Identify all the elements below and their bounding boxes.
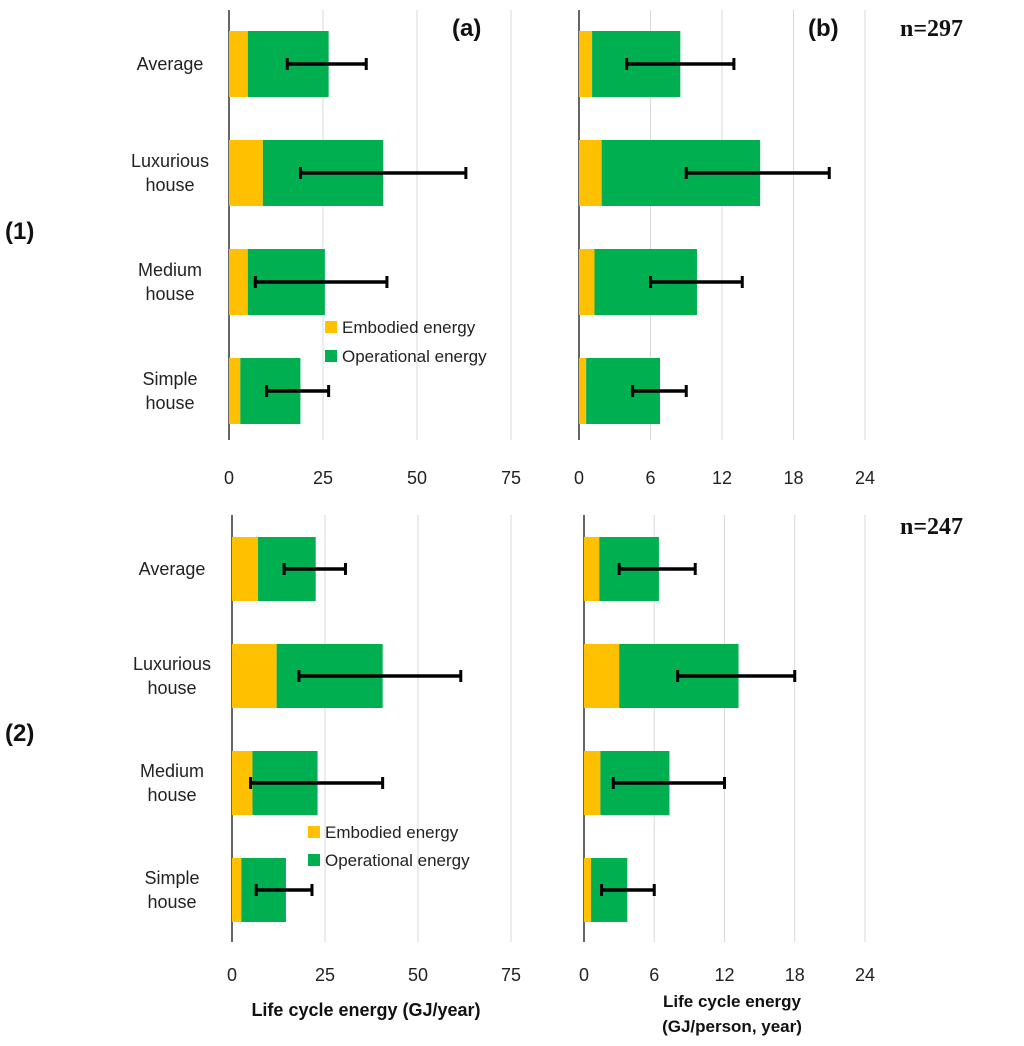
category-label: Luxurious: [131, 151, 209, 171]
bar-embodied: [232, 644, 277, 708]
category-label: house: [145, 284, 194, 304]
category-label: Simple: [142, 369, 197, 389]
x-tick-label: 12: [712, 468, 732, 488]
legend-operational-label-1: Operational energy: [342, 347, 487, 366]
x-tick-label: 25: [315, 965, 335, 985]
bar-embodied: [584, 751, 601, 815]
panel-a-label: (a): [452, 15, 481, 42]
category-label: Luxurious: [133, 654, 211, 674]
category-label: house: [147, 785, 196, 805]
chart-panel-2b: 0 6 12 18 24: [579, 515, 875, 985]
panel-b-label: (b): [808, 15, 839, 42]
category-label: Average: [139, 559, 206, 579]
legend-operational-swatch-1: [325, 350, 337, 362]
category-label: house: [147, 678, 196, 698]
x-tick-label: 6: [649, 965, 659, 985]
row1-label: (1): [5, 218, 34, 245]
bar-embodied: [232, 751, 253, 815]
x-tick-label: 75: [501, 965, 521, 985]
bar-embodied: [232, 537, 259, 601]
bar-embodied: [584, 644, 620, 708]
bar-embodied: [584, 858, 592, 922]
bar-embodied: [579, 358, 587, 424]
n-row1-label: n=297: [900, 16, 963, 42]
x-tick-label: 75: [501, 468, 521, 488]
x-tick-label: 24: [855, 468, 875, 488]
legend-embodied-swatch-2: [308, 826, 320, 838]
x-tick-label: 0: [224, 468, 234, 488]
x-tick-label: 18: [783, 468, 803, 488]
category-label: house: [145, 393, 194, 413]
bar-embodied: [229, 249, 248, 315]
category-label: Average: [137, 54, 204, 74]
x-tick-label: 0: [227, 965, 237, 985]
bar-embodied: [229, 140, 263, 206]
row2-label: (2): [5, 720, 34, 747]
category-label: house: [145, 175, 194, 195]
x-tick-label: 6: [645, 468, 655, 488]
bar-embodied: [584, 537, 600, 601]
chart-panel-2a: 0 25 50 75 Average Luxurious house Medium house S…: [133, 515, 521, 985]
x-tick-label: 12: [714, 965, 734, 985]
category-label: Medium: [140, 761, 204, 781]
bar-embodied: [229, 31, 248, 97]
bar-embodied: [579, 140, 602, 206]
x-axis-title-right-line1: Life cycle energy: [663, 992, 802, 1011]
x-axis-title-left: Life cycle energy (GJ/year): [251, 1000, 480, 1020]
x-tick-label: 0: [579, 965, 589, 985]
legend-embodied-label-1: Embodied energy: [342, 318, 476, 337]
x-tick-label: 50: [408, 965, 428, 985]
legend-embodied-swatch-1: [325, 321, 337, 333]
bar-embodied: [229, 358, 241, 424]
x-tick-label: 25: [313, 468, 333, 488]
chart-panel-1a: 0 25 50 75 Average Luxurious house Medium house S…: [131, 10, 521, 488]
legend-operational-swatch-2: [308, 854, 320, 866]
bar-embodied: [579, 31, 593, 97]
legend-embodied-label-2: Embodied energy: [325, 823, 459, 842]
x-tick-label: 18: [785, 965, 805, 985]
x-tick-label: 50: [407, 468, 427, 488]
legend-operational-label-2: Operational energy: [325, 851, 470, 870]
category-label: house: [147, 892, 196, 912]
category-label: Medium: [138, 260, 202, 280]
category-label: Simple: [144, 868, 199, 888]
bar-embodied: [232, 858, 242, 922]
n-row2-label: n=247: [900, 514, 963, 540]
chart-panel-1b: 0 6 12 18 24: [574, 10, 875, 488]
x-tick-label: 24: [855, 965, 875, 985]
x-axis-title-right-line2: (GJ/person, year): [662, 1017, 802, 1036]
x-tick-label: 0: [574, 468, 584, 488]
bar-embodied: [579, 249, 595, 315]
